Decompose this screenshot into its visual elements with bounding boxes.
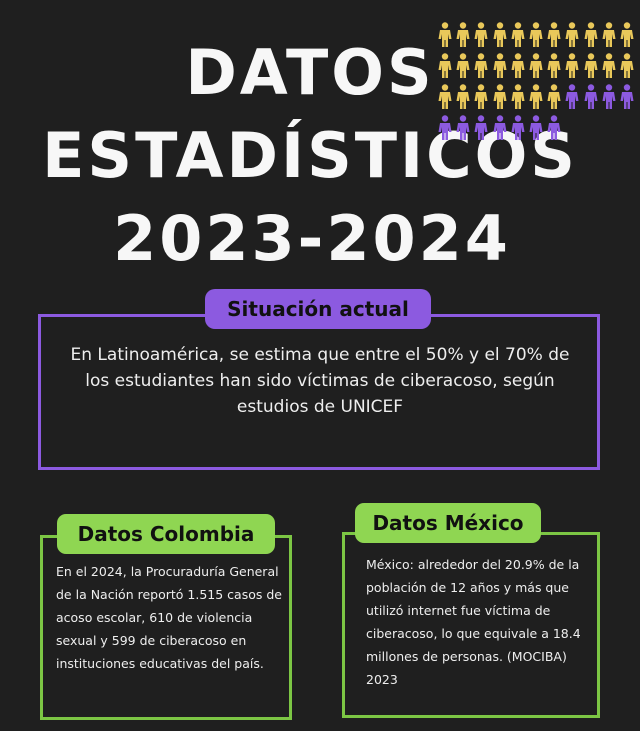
person-icon	[493, 22, 507, 48]
person-icon	[565, 84, 579, 110]
mexico-label: Datos México	[355, 503, 541, 543]
person-icon	[529, 115, 543, 141]
person-icon	[620, 53, 634, 79]
person-icon	[438, 53, 452, 79]
person-icon	[602, 84, 616, 110]
mexico-text: México: alrededor del 20.9% de la poblac…	[366, 557, 581, 687]
person-icon	[438, 22, 452, 48]
person-icon	[584, 53, 598, 79]
person-icon	[529, 22, 543, 48]
person-icon	[456, 115, 470, 141]
person-icon	[493, 53, 507, 79]
person-icon	[456, 84, 470, 110]
person-icon	[456, 22, 470, 48]
person-icon	[547, 84, 561, 110]
person-icon	[511, 53, 525, 79]
person-icon	[565, 53, 579, 79]
person-icon	[438, 84, 452, 110]
person-icon	[493, 115, 507, 141]
title-line-3: 2023-2024	[113, 202, 511, 275]
person-icon	[547, 53, 561, 79]
situacion-text: En Latinoamérica, se estima que entre el…	[70, 345, 570, 417]
person-icon	[602, 53, 616, 79]
person-icon	[474, 22, 488, 48]
person-icon	[438, 115, 452, 141]
person-icon	[474, 84, 488, 110]
person-icon	[547, 115, 561, 141]
person-icon	[529, 53, 543, 79]
person-icon	[565, 22, 579, 48]
title-line-1: DATOS	[185, 36, 435, 109]
person-icon	[493, 84, 507, 110]
person-icon	[474, 115, 488, 141]
person-icon	[584, 22, 598, 48]
person-icon	[529, 84, 543, 110]
title-line-2: ESTADÍSTICOS	[42, 119, 578, 192]
person-icon	[511, 84, 525, 110]
person-icon	[620, 84, 634, 110]
person-icon	[547, 22, 561, 48]
person-icon	[511, 22, 525, 48]
person-icon	[474, 53, 488, 79]
colombia-text: En el 2024, la Procuraduría General de l…	[56, 564, 282, 671]
person-icon	[620, 22, 634, 48]
person-icon	[602, 22, 616, 48]
person-icon	[511, 115, 525, 141]
situacion-label: Situación actual	[205, 289, 431, 329]
colombia-label: Datos Colombia	[57, 514, 275, 554]
person-icon	[456, 53, 470, 79]
person-icon	[584, 84, 598, 110]
